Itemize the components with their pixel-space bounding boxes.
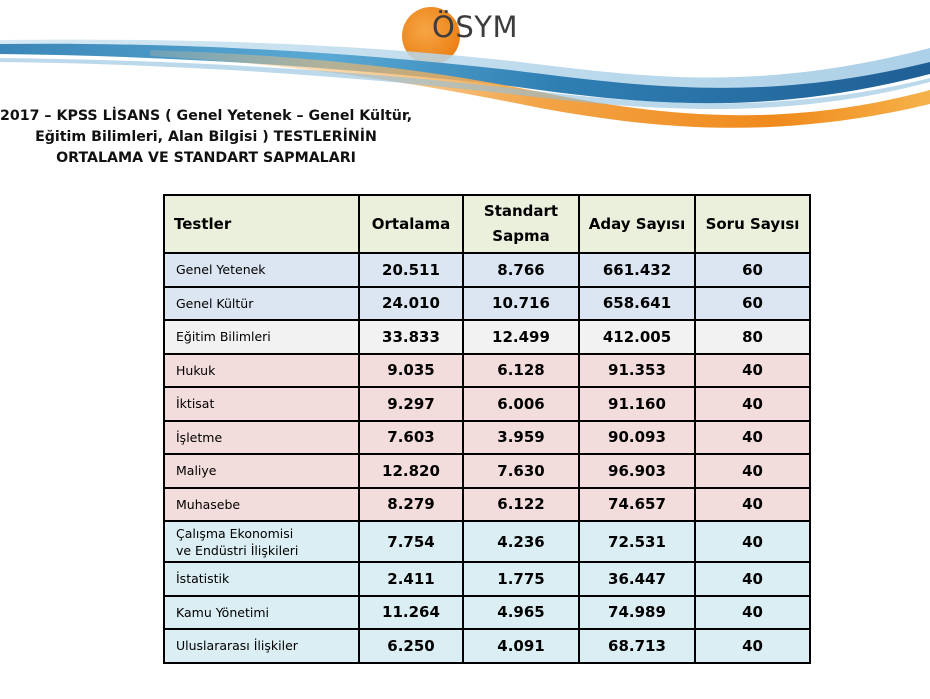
mean-value: 2.411 xyxy=(358,561,464,597)
table-header-row: Testler Ortalama Standart Sapma Aday Say… xyxy=(163,194,811,254)
test-name: İşletme xyxy=(163,419,360,455)
header-std-line-2: Sapma xyxy=(492,227,550,245)
table-row: Hukuk 9.035 6.128 91.353 40 xyxy=(163,352,811,388)
table-row: Genel Yetenek 20.511 8.766 661.432 60 xyxy=(163,252,811,288)
candidates-value: 91.353 xyxy=(578,352,696,388)
table-row: Genel Kültür 24.010 10.716 658.641 60 xyxy=(163,285,811,321)
std-value: 6.128 xyxy=(462,352,580,388)
table-row: Uluslararası İlişkiler 6.250 4.091 68.71… xyxy=(163,628,811,664)
candidates-value: 36.447 xyxy=(578,561,696,597)
test-name: Hukuk xyxy=(163,352,360,388)
mean-value: 12.820 xyxy=(358,453,464,489)
header-std-line-1: Standart xyxy=(483,202,559,220)
page-title: 2017 – KPSS LİSANS ( Genel Yetenek – Gen… xyxy=(0,106,412,169)
std-value: 6.122 xyxy=(462,486,580,522)
questions-value: 40 xyxy=(694,561,811,597)
mean-value: 24.010 xyxy=(358,285,464,321)
header-candidates: Aday Sayısı xyxy=(578,194,696,254)
results-table: Testler Ortalama Standart Sapma Aday Say… xyxy=(163,194,811,664)
questions-value: 40 xyxy=(694,520,811,563)
table-row: Maliye 12.820 7.630 96.903 40 xyxy=(163,453,811,489)
test-name: Kamu Yönetimi xyxy=(163,594,360,630)
candidates-value: 96.903 xyxy=(578,453,696,489)
title-line-1: 2017 – KPSS LİSANS ( Genel Yetenek – Gen… xyxy=(0,108,413,124)
mean-value: 7.603 xyxy=(358,419,464,455)
header-std: Standart Sapma xyxy=(462,194,580,254)
test-name: Çalışma Ekonomisi ve Endüstri İlişkileri xyxy=(163,520,360,563)
test-name: Uluslararası İlişkiler xyxy=(163,628,360,664)
questions-value: 80 xyxy=(694,319,811,355)
questions-value: 40 xyxy=(694,386,811,422)
test-name: İktisat xyxy=(163,386,360,422)
table-row: Kamu Yönetimi 11.264 4.965 74.989 40 xyxy=(163,594,811,630)
table-row: Eğitim Bilimleri 33.833 12.499 412.005 8… xyxy=(163,319,811,355)
questions-value: 40 xyxy=(694,486,811,522)
title-line-2: Eğitim Bilimleri, Alan Bilgisi ) TESTLER… xyxy=(35,129,377,145)
candidates-value: 74.989 xyxy=(578,594,696,630)
osym-header-banner xyxy=(0,7,930,128)
results-table-wrapper: Testler Ortalama Standart Sapma Aday Say… xyxy=(163,194,811,664)
table-row: İstatistik 2.411 1.775 36.447 40 xyxy=(163,561,811,597)
table-row: Muhasebe 8.279 6.122 74.657 40 xyxy=(163,486,811,522)
candidates-value: 74.657 xyxy=(578,486,696,522)
questions-value: 60 xyxy=(694,285,811,321)
candidates-value: 661.432 xyxy=(578,252,696,288)
std-value: 4.236 xyxy=(462,520,580,563)
candidates-value: 412.005 xyxy=(578,319,696,355)
std-value: 6.006 xyxy=(462,386,580,422)
test-name: Maliye xyxy=(163,453,360,489)
title-line-3: ORTALAMA VE STANDART SAPMALARI xyxy=(56,150,356,166)
std-value: 7.630 xyxy=(462,453,580,489)
osym-logo-text: ÖSYM xyxy=(432,10,518,44)
table-row: İktisat 9.297 6.006 91.160 40 xyxy=(163,386,811,422)
mean-value: 7.754 xyxy=(358,520,464,563)
mean-value: 6.250 xyxy=(358,628,464,664)
table-row: İşletme 7.603 3.959 90.093 40 xyxy=(163,419,811,455)
candidates-value: 90.093 xyxy=(578,419,696,455)
questions-value: 60 xyxy=(694,252,811,288)
test-name: Muhasebe xyxy=(163,486,360,522)
osym-logo-circle xyxy=(402,7,460,65)
std-value: 8.766 xyxy=(462,252,580,288)
test-name: Genel Yetenek xyxy=(163,252,360,288)
test-name: İstatistik xyxy=(163,561,360,597)
candidates-value: 658.641 xyxy=(578,285,696,321)
questions-value: 40 xyxy=(694,419,811,455)
header-tests: Testler xyxy=(163,194,360,254)
candidates-value: 68.713 xyxy=(578,628,696,664)
test-name-line-1: Çalışma Ekonomisi xyxy=(176,525,294,541)
mean-value: 9.035 xyxy=(358,352,464,388)
candidates-value: 72.531 xyxy=(578,520,696,563)
mean-value: 11.264 xyxy=(358,594,464,630)
mean-value: 9.297 xyxy=(358,386,464,422)
std-value: 1.775 xyxy=(462,561,580,597)
test-name-line-2: ve Endüstri İlişkileri xyxy=(176,542,299,558)
candidates-value: 91.160 xyxy=(578,386,696,422)
mean-value: 8.279 xyxy=(358,486,464,522)
test-name: Genel Kültür xyxy=(163,285,360,321)
header-questions: Soru Sayısı xyxy=(694,194,811,254)
std-value: 12.499 xyxy=(462,319,580,355)
questions-value: 40 xyxy=(694,594,811,630)
questions-value: 40 xyxy=(694,352,811,388)
questions-value: 40 xyxy=(694,453,811,489)
table-row: Çalışma Ekonomisi ve Endüstri İlişkileri… xyxy=(163,520,811,563)
std-value: 4.965 xyxy=(462,594,580,630)
questions-value: 40 xyxy=(694,628,811,664)
std-value: 3.959 xyxy=(462,419,580,455)
std-value: 4.091 xyxy=(462,628,580,664)
header-mean: Ortalama xyxy=(358,194,464,254)
mean-value: 33.833 xyxy=(358,319,464,355)
mean-value: 20.511 xyxy=(358,252,464,288)
std-value: 10.716 xyxy=(462,285,580,321)
test-name: Eğitim Bilimleri xyxy=(163,319,360,355)
